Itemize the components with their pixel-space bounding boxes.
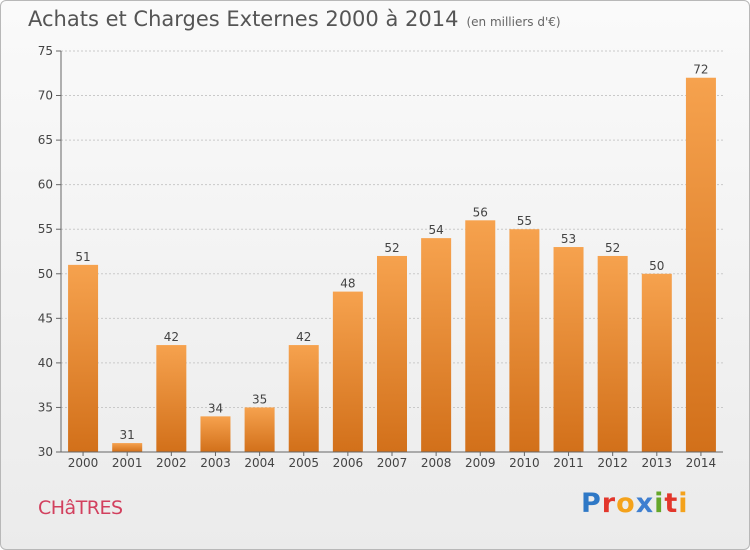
bar: [156, 345, 187, 452]
chart-unit: (en milliers d'€): [466, 15, 561, 29]
bar: [244, 407, 275, 452]
data-label: 42: [164, 330, 179, 344]
x-tick-label: 2003: [200, 456, 231, 470]
x-tick-label: 2012: [597, 456, 628, 470]
data-label: 35: [252, 392, 267, 406]
x-tick-label: 2002: [156, 456, 187, 470]
data-label: 55: [517, 214, 532, 228]
x-tick-label: 2007: [377, 456, 408, 470]
city-name: CHâTRES: [38, 497, 123, 519]
data-label: 31: [120, 428, 135, 442]
data-label: 53: [561, 232, 576, 246]
chart-title: Achats et Charges Externes 2000 à 2014 (e…: [28, 7, 561, 31]
axes: [56, 50, 723, 456]
x-tick-label: 2014: [686, 456, 717, 470]
y-tick-label: 65: [38, 133, 53, 147]
y-tick-label: 55: [38, 222, 53, 236]
bar: [641, 273, 672, 452]
data-label: 72: [693, 63, 708, 77]
data-label: 56: [473, 205, 488, 219]
bar: [200, 416, 231, 452]
x-tick-label: 2010: [509, 456, 540, 470]
data-label: 48: [340, 277, 355, 291]
bar: [112, 443, 143, 452]
bar: [332, 291, 363, 452]
bar: [421, 238, 452, 452]
y-tick-label: 50: [38, 267, 53, 281]
bar: [685, 77, 716, 452]
y-tick-label: 30: [38, 445, 53, 459]
bar: [597, 255, 628, 452]
brand-logo: Proxiti: [581, 488, 689, 519]
data-label: 42: [296, 330, 311, 344]
bar: [553, 247, 584, 452]
y-tick-label: 35: [38, 400, 53, 414]
bar: [377, 255, 407, 452]
bar: [288, 345, 319, 452]
x-tick-label: 2009: [465, 456, 496, 470]
y-tick-label: 70: [38, 89, 53, 103]
bar: [465, 220, 496, 452]
x-tick-label: 2005: [288, 456, 319, 470]
y-tick-label: 60: [38, 178, 53, 192]
y-tick-label: 40: [38, 356, 53, 370]
data-label: 50: [649, 259, 664, 273]
x-tick-label: 2004: [244, 456, 275, 470]
chart-title-text: Achats et Charges Externes 2000 à 2014: [28, 7, 459, 31]
data-label: 51: [75, 250, 90, 264]
labels: 30 35 40 45 50 55 60 65 70 75 51 2000 31 2001 42 2002 34…: [38, 44, 716, 470]
x-tick-label: 2013: [642, 456, 673, 470]
data-label: 54: [428, 223, 443, 237]
data-label: 52: [384, 241, 399, 255]
bar: [509, 229, 540, 452]
bar: [68, 264, 99, 452]
y-tick-label: 75: [38, 44, 53, 58]
x-tick-label: 2008: [421, 456, 452, 470]
x-tick-label: 2000: [68, 456, 99, 470]
bars: [68, 77, 716, 452]
x-tick-label: 2011: [553, 456, 584, 470]
data-label: 52: [605, 241, 620, 255]
x-tick-label: 2006: [333, 456, 364, 470]
data-label: 34: [208, 401, 223, 415]
y-tick-label: 45: [38, 311, 53, 325]
x-tick-label: 2001: [112, 456, 143, 470]
